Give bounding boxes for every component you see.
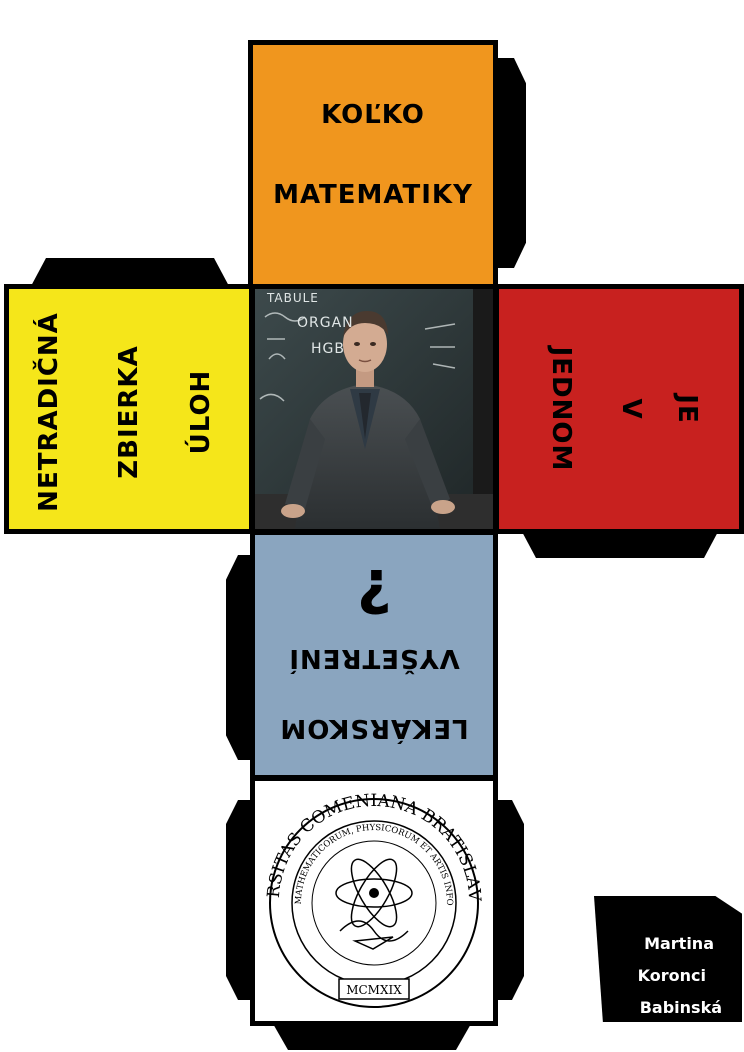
face-right-line2: V: [616, 398, 646, 420]
face-below: ? VYŠETRENÍ LEKÁRSKOM: [250, 530, 498, 780]
glue-tab-bottom-right: [494, 800, 524, 1000]
face-below-line3: LEKÁRSKOM: [279, 713, 469, 743]
face-top: KOĽKO MATEMATIKY: [248, 40, 498, 290]
face-left: NETRADIČNÁ ZBIERKA ÚLOH: [4, 284, 254, 534]
board-text-3: HGB: [311, 341, 345, 357]
face-top-line2: MATEMATIKY: [273, 180, 473, 210]
author-label-box: [594, 896, 742, 1022]
face-below-line2: VYŠETRENÍ: [288, 643, 460, 673]
glue-tab-left-top: [30, 258, 230, 288]
face-below-question: ?: [356, 555, 392, 625]
board-text-1: TABULE: [267, 291, 319, 305]
face-top-line1: KOĽKO: [321, 100, 425, 130]
teacher-at-blackboard-photo: [255, 289, 493, 529]
author-line2: Koronci: [637, 966, 706, 985]
seal-year: MCMXIX: [346, 983, 402, 997]
board-text-2: ORGAN: [297, 315, 354, 331]
face-left-line2: ZBIERKA: [114, 345, 144, 479]
face-right-line3: JEDNOM: [546, 346, 576, 472]
face-right-line1: JE: [672, 394, 702, 424]
author-line1: Martina: [644, 934, 714, 953]
face-left-line1: NETRADIČNÁ: [34, 312, 64, 512]
face-center: TABULE ORGAN HGB: [250, 284, 498, 534]
face-bottom: UNIVERSITAS COMENIANA BRATISLAVENSIS FAC…: [250, 776, 498, 1026]
face-right: JE V JEDNOM: [494, 284, 744, 534]
university-seal-icon: UNIVERSITAS COMENIANA BRATISLAVENSIS FAC…: [255, 781, 484, 1008]
glue-tab-top-right: [496, 58, 526, 268]
seal-ring-text: UNIVERSITAS COMENIANA BRATISLAVENSIS: [255, 781, 484, 903]
author-line3: Babinská: [639, 998, 722, 1017]
glue-tab-bottom: [272, 1022, 472, 1050]
face-left-line3: ÚLOH: [186, 369, 216, 455]
svg-text:UNIVERSITAS COMENIANA BRATISLA: UNIVERSITAS COMENIANA BRATISLAVENSIS: [255, 781, 484, 903]
